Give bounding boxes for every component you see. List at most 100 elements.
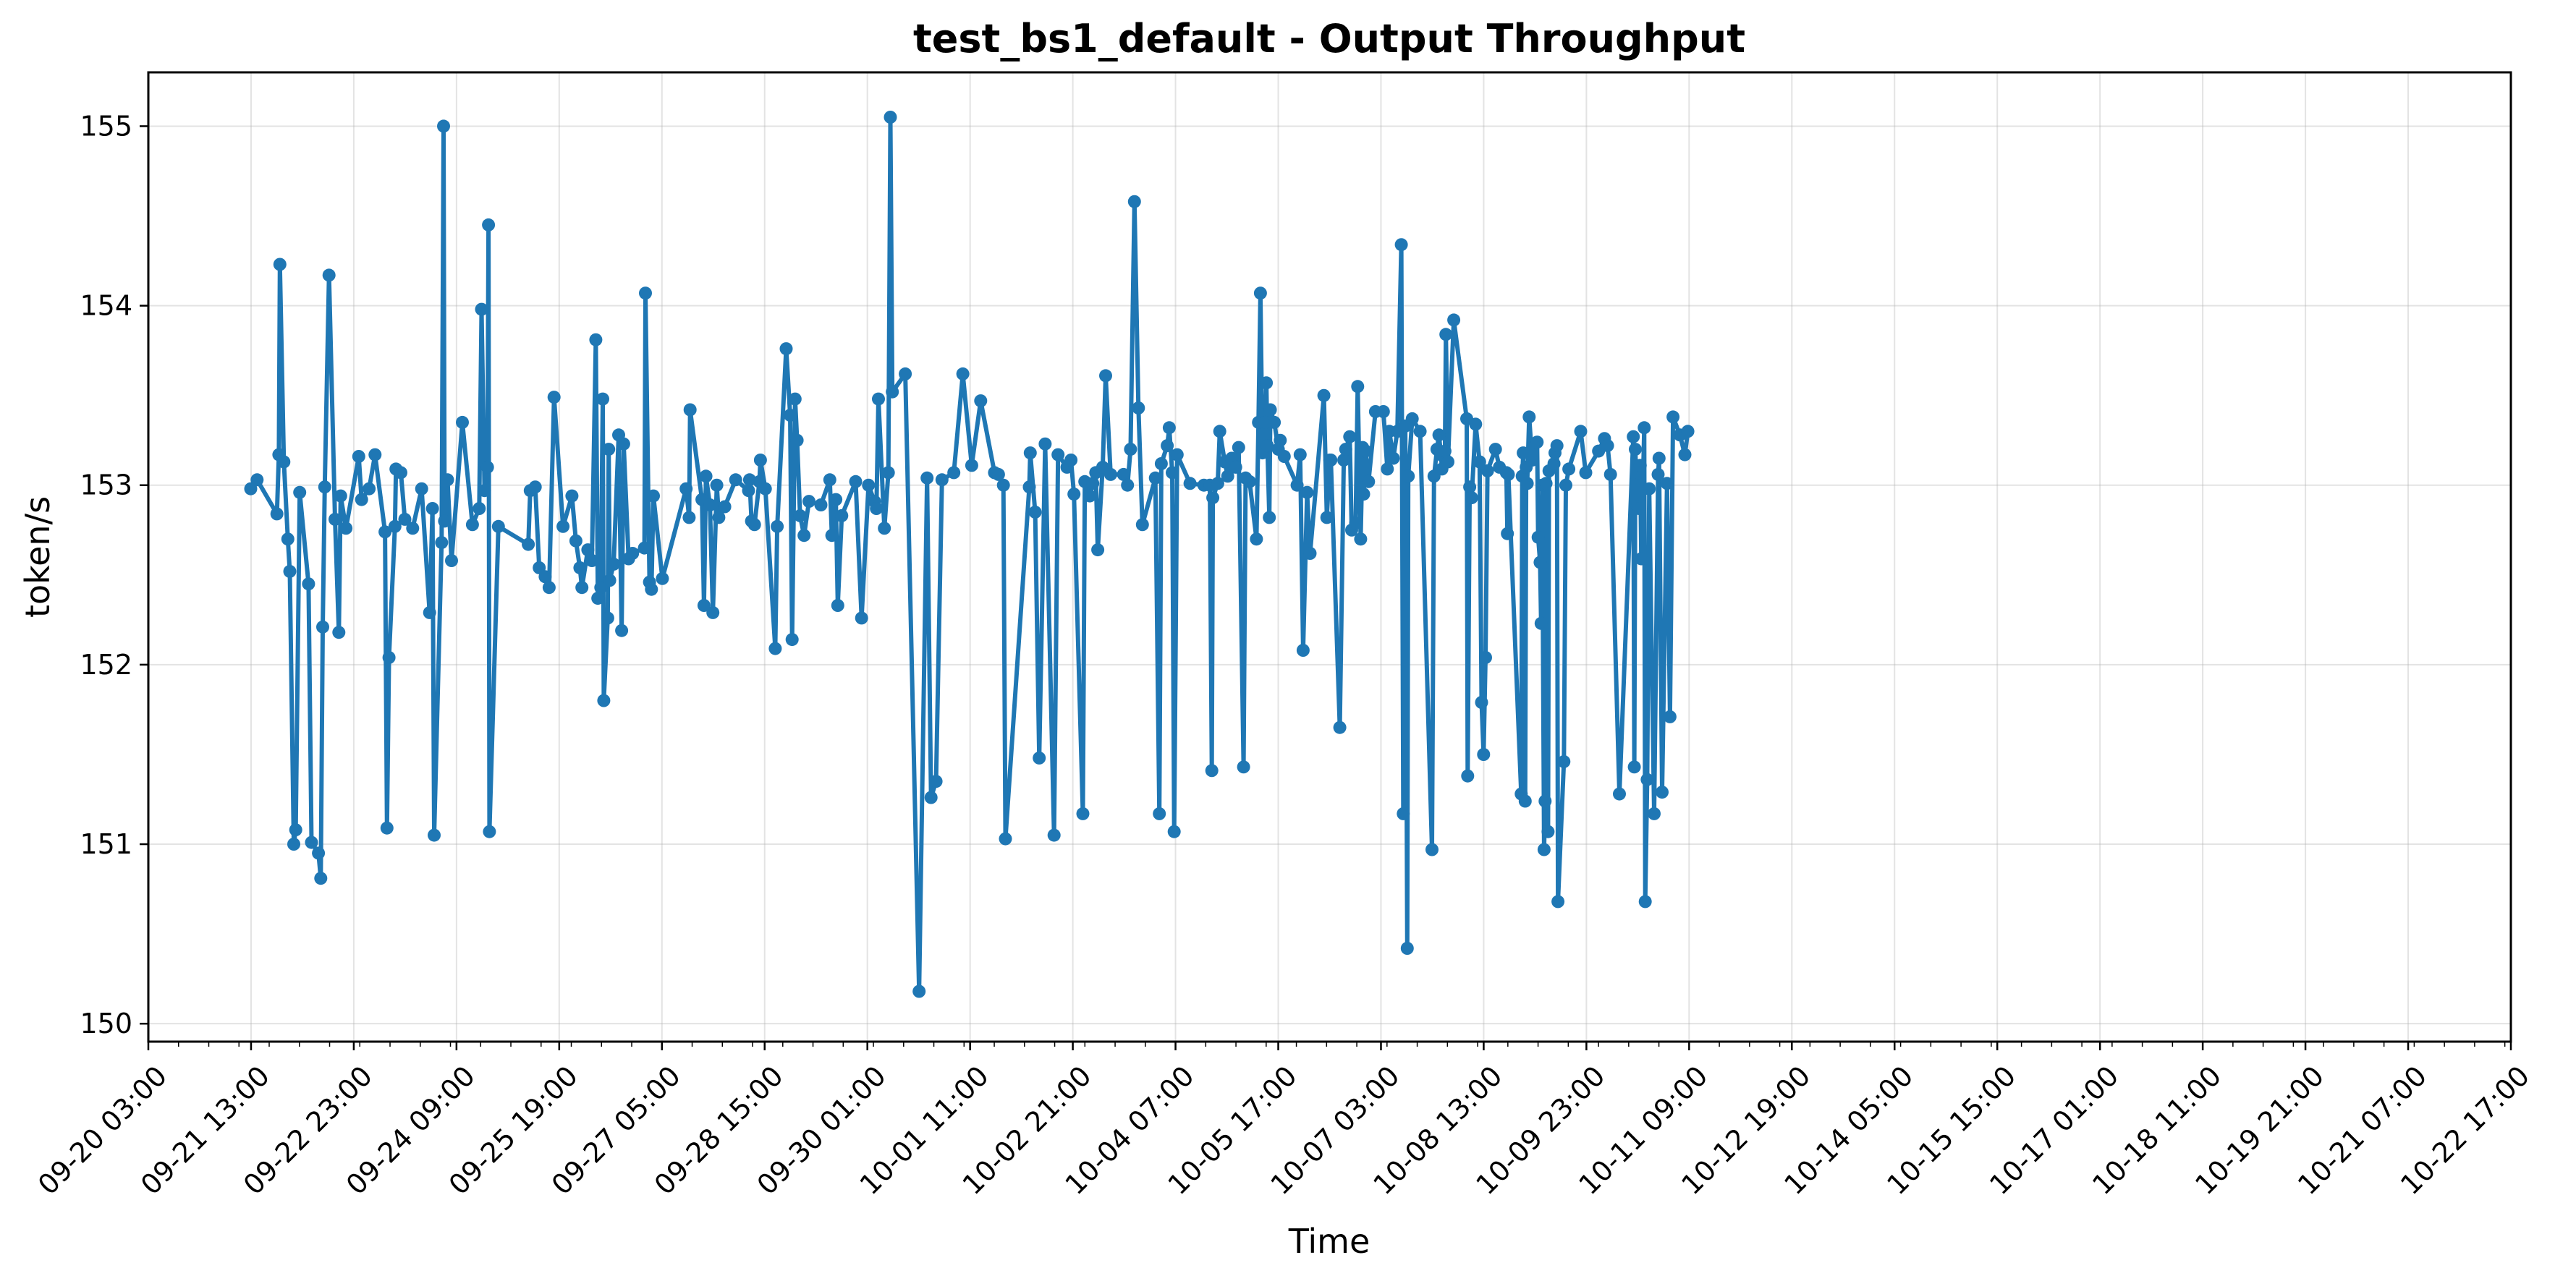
data-point [1381, 462, 1394, 476]
data-point [768, 642, 782, 655]
data-point [1488, 443, 1502, 456]
data-point [277, 455, 291, 469]
data-point [1402, 469, 1415, 483]
data-point [703, 498, 717, 511]
data-point [1099, 369, 1112, 383]
data-point [699, 469, 713, 483]
data-point [1022, 480, 1036, 494]
data-point [591, 592, 605, 605]
data-point [729, 473, 742, 487]
y-tick-label: 151 [80, 828, 132, 860]
data-point [1441, 455, 1454, 469]
data-point [793, 509, 807, 522]
data-point [615, 624, 629, 637]
data-point [1135, 518, 1149, 532]
data-point [1343, 430, 1357, 443]
data-point [547, 391, 561, 404]
data-point [423, 605, 436, 619]
data-point [785, 633, 799, 647]
data-point [406, 522, 420, 535]
data-point [378, 525, 392, 539]
data-point [1469, 417, 1483, 431]
data-point [1397, 807, 1410, 820]
data-point [1541, 825, 1555, 838]
data-point [956, 367, 970, 380]
data-point [1518, 794, 1532, 808]
data-point [1362, 475, 1376, 488]
data-point [1357, 488, 1370, 501]
data-point [1124, 443, 1137, 456]
y-axis-ticks: 150 151 152 153 154 155 [80, 110, 148, 1039]
data-point [581, 543, 595, 557]
data-point [1258, 415, 1272, 429]
data-point [329, 512, 342, 526]
data-point [802, 495, 815, 509]
data-point [1652, 451, 1666, 465]
data-point [1465, 491, 1478, 505]
data-point [355, 493, 368, 506]
data-point [1354, 532, 1368, 546]
y-tick-label: 150 [80, 1008, 132, 1039]
data-point [1277, 450, 1291, 463]
data-point [1339, 443, 1352, 456]
data-point [912, 984, 926, 998]
data-point [1425, 843, 1439, 856]
data-point [270, 507, 284, 521]
data-point [1520, 477, 1534, 490]
data-point [829, 493, 843, 506]
data-point [398, 512, 412, 526]
data-point [1517, 446, 1530, 460]
data-point [1547, 457, 1561, 470]
data-point [974, 394, 988, 408]
data-point [522, 537, 535, 551]
data-point [1473, 455, 1486, 469]
data-point [332, 626, 346, 639]
series-layer [244, 111, 1695, 998]
data-point [394, 466, 407, 480]
data-point [1117, 467, 1130, 481]
data-point [575, 581, 589, 595]
data-point [1530, 435, 1544, 449]
data-point [1290, 478, 1304, 492]
data-point [1067, 488, 1081, 501]
data-point [425, 502, 439, 515]
data-point [441, 473, 454, 487]
data-point [753, 454, 767, 467]
data-point [1317, 388, 1331, 402]
data-point [639, 286, 652, 300]
data-point [1638, 895, 1652, 909]
data-point [312, 846, 326, 860]
data-point [1028, 506, 1042, 519]
data-point [835, 509, 849, 522]
data-point [1170, 448, 1184, 462]
data-point [1539, 477, 1553, 490]
y-tick-label: 152 [80, 649, 132, 681]
data-point [1635, 552, 1648, 566]
data-point [1533, 556, 1547, 569]
data-point [602, 443, 616, 456]
data-point [250, 473, 264, 487]
data-point [1432, 428, 1446, 442]
data-point [1253, 286, 1267, 300]
data-point [482, 218, 496, 231]
data-point [935, 473, 949, 487]
data-point [1132, 401, 1145, 414]
data-point [316, 620, 329, 634]
data-point [1551, 895, 1565, 909]
data-point [1023, 446, 1037, 460]
data-point [1447, 313, 1461, 327]
data-point [1148, 471, 1162, 485]
data-point [1537, 843, 1551, 856]
data-point [1637, 421, 1651, 435]
data-point [1324, 454, 1338, 467]
data-point [318, 480, 331, 494]
data-point [1237, 760, 1250, 774]
y-tick-label: 153 [80, 469, 132, 501]
data-point [1047, 828, 1061, 842]
data-point [1038, 437, 1052, 451]
y-axis-label: token/s [18, 496, 57, 618]
data-point [831, 599, 844, 612]
data-point [352, 450, 365, 463]
data-point [465, 518, 479, 532]
